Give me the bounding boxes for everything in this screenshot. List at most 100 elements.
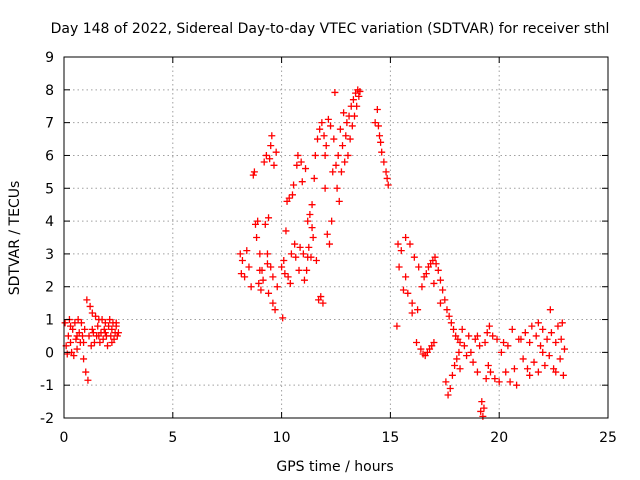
data-point [554, 322, 562, 330]
data-point [286, 279, 294, 287]
data-point [284, 273, 292, 281]
data-point [473, 332, 481, 340]
data-point [63, 350, 71, 358]
data-point [285, 194, 293, 202]
data-point [422, 270, 430, 278]
data-point [330, 135, 338, 143]
data-point [279, 314, 287, 322]
data-point [72, 335, 80, 343]
data-point [430, 339, 438, 347]
data-point [331, 88, 339, 96]
data-point [328, 217, 336, 225]
data-point [112, 319, 120, 327]
data-point [329, 168, 337, 176]
data-point [312, 256, 320, 264]
y-axis-label: SDTVAR / TECUs [7, 181, 23, 296]
data-point [356, 87, 364, 95]
data-point [80, 355, 88, 363]
x-tick-label: 10 [273, 430, 291, 446]
data-point [263, 260, 271, 268]
data-point [81, 325, 89, 333]
data-point [309, 234, 317, 241]
data-point [349, 96, 357, 104]
data-point [373, 106, 381, 114]
data-point [302, 165, 310, 173]
data-point [243, 247, 251, 255]
data-point [261, 220, 269, 228]
data-point [269, 299, 277, 307]
data-point [410, 253, 418, 261]
data-point [327, 122, 335, 130]
data-point [101, 319, 109, 327]
data-point [100, 325, 108, 333]
x-tick-labels: 0 5 10 15 20 25 [60, 430, 617, 446]
data-point [86, 302, 94, 310]
data-point [350, 112, 358, 120]
y-tick-label: 6 [45, 148, 54, 164]
data-point [321, 151, 329, 159]
data-point [282, 227, 290, 235]
data-point [483, 329, 491, 337]
y-tick-label: 7 [45, 116, 54, 132]
data-point [101, 329, 109, 337]
data-point [73, 345, 81, 353]
data-point [417, 345, 425, 353]
data-point [465, 332, 473, 340]
data-point [510, 365, 518, 373]
data-point [89, 329, 97, 337]
data-point [269, 273, 277, 281]
data-point [247, 283, 255, 291]
data-point [321, 184, 329, 192]
data-point [67, 339, 75, 347]
data-point [526, 371, 534, 379]
data-points [61, 86, 568, 420]
data-point [340, 109, 348, 117]
data-point [281, 270, 289, 278]
data-point [384, 181, 392, 189]
data-point [108, 339, 116, 347]
data-point [545, 352, 553, 360]
data-point [469, 358, 477, 366]
data-point [83, 296, 91, 304]
data-point [303, 266, 311, 274]
data-point [238, 256, 246, 264]
x-tick-label: 20 [490, 430, 508, 446]
data-point [299, 250, 307, 258]
data-point [107, 332, 115, 340]
data-point [444, 391, 452, 399]
data-point [380, 158, 388, 166]
data-point [408, 309, 416, 317]
data-point [293, 161, 301, 169]
data-point [304, 253, 312, 261]
data-point [377, 138, 385, 146]
data-point [393, 322, 401, 330]
data-point [456, 365, 464, 373]
data-point [272, 148, 280, 156]
data-point [495, 378, 503, 386]
data-point [256, 266, 264, 274]
y-tick-label: -2 [40, 411, 54, 427]
data-point [335, 197, 343, 205]
data-point [334, 151, 342, 159]
data-point [266, 155, 274, 163]
data-point [546, 306, 554, 314]
data-point [353, 102, 361, 110]
y-tick-label: 5 [45, 181, 54, 197]
y-tick-label: 8 [45, 83, 54, 99]
data-point [436, 299, 444, 307]
data-point [547, 329, 555, 337]
data-point [453, 355, 461, 363]
data-point [250, 168, 258, 176]
data-point [95, 332, 103, 340]
data-point [560, 345, 568, 353]
data-point [415, 263, 423, 271]
data-point [451, 361, 459, 369]
data-point [290, 181, 298, 189]
data-point [443, 306, 451, 314]
data-point [339, 142, 347, 150]
data-point [491, 375, 499, 383]
data-point [255, 279, 263, 287]
data-point [537, 342, 545, 350]
data-point [521, 329, 529, 337]
data-point [273, 283, 281, 291]
